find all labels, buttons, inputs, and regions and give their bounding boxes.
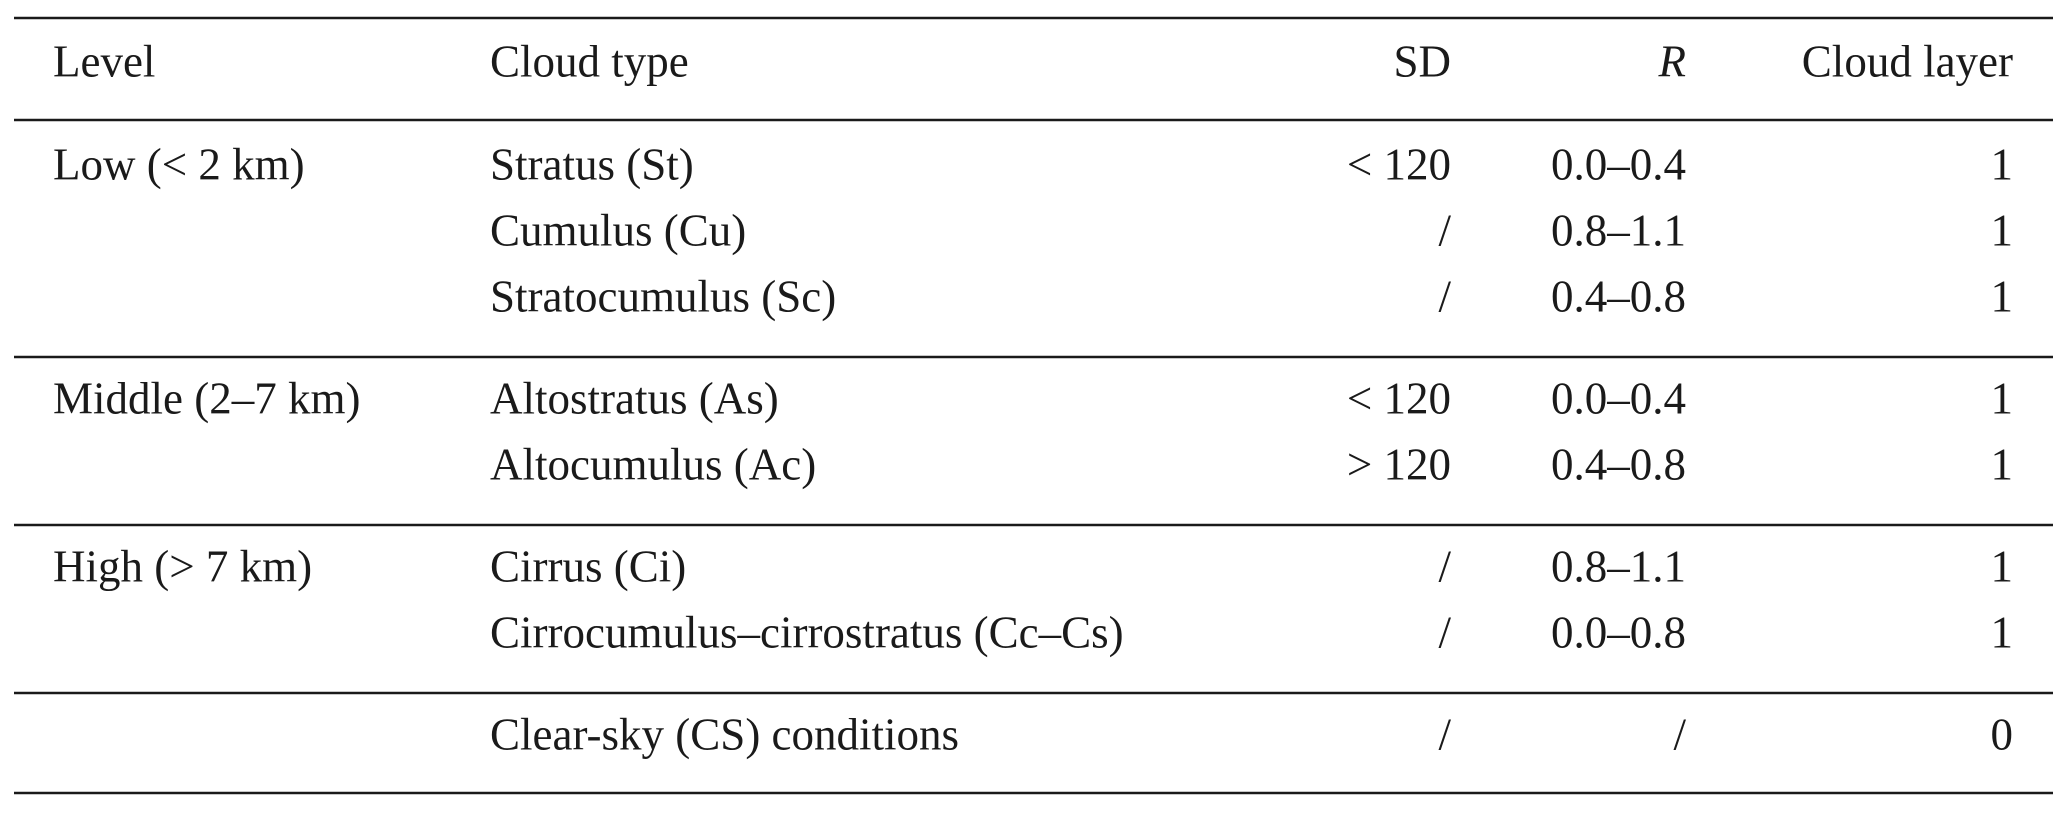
level-cell: High (> 7 km) xyxy=(53,541,312,591)
table-cell: Altostratus (As) xyxy=(490,373,779,423)
table-cell: 0.0–0.4 xyxy=(1551,139,1686,189)
table-cell: 1 xyxy=(1991,439,2014,489)
table-cell: < 120 xyxy=(1347,373,1451,423)
table-cell: 1 xyxy=(1991,139,2014,189)
table-cell: 1 xyxy=(1991,373,2014,423)
table-cell: 0.8–1.1 xyxy=(1551,205,1686,255)
header-cell: Cloud layer xyxy=(1802,36,2013,86)
header-cell: Cloud type xyxy=(490,36,689,86)
table-cell: 1 xyxy=(1991,205,2014,255)
table-cell: 0.8–1.1 xyxy=(1551,541,1686,591)
table-cell: > 120 xyxy=(1347,439,1451,489)
table-cell: Stratocumulus (Sc) xyxy=(490,271,836,321)
table-cell: 0.0–0.8 xyxy=(1551,607,1686,657)
table-cell: 1 xyxy=(1991,607,2014,657)
table-cell: Clear-sky (CS) conditions xyxy=(490,709,959,759)
table-cell: Stratus (St) xyxy=(490,139,694,189)
level-cell: Low (< 2 km) xyxy=(53,139,305,189)
table-cell: / xyxy=(1438,271,1451,321)
table-cell: / xyxy=(1438,607,1451,657)
table-cell: Altocumulus (Ac) xyxy=(490,439,816,489)
header-cell: SD xyxy=(1393,36,1451,86)
table-cell: 0.4–0.8 xyxy=(1551,271,1686,321)
table-cell: / xyxy=(1438,541,1451,591)
table-cell: Cumulus (Cu) xyxy=(490,205,746,255)
table-cell: 0 xyxy=(1991,709,2014,759)
table-cell: < 120 xyxy=(1347,139,1451,189)
table-cell: Cirrocumulus–cirrostratus (Cc–Cs) xyxy=(490,607,1124,657)
table-cell: 1 xyxy=(1991,271,2014,321)
table-cell: 0.0–0.4 xyxy=(1551,373,1686,423)
table-cell: Cirrus (Ci) xyxy=(490,541,686,591)
header-cell: Level xyxy=(53,36,155,86)
level-cell: Middle (2–7 km) xyxy=(53,373,360,423)
table-cell: 0.4–0.8 xyxy=(1551,439,1686,489)
table-cell: / xyxy=(1673,709,1686,759)
header-cell: R xyxy=(1658,36,1687,86)
table-cell: / xyxy=(1438,709,1451,759)
table-cell: / xyxy=(1438,205,1451,255)
table-cell: 1 xyxy=(1991,541,2014,591)
